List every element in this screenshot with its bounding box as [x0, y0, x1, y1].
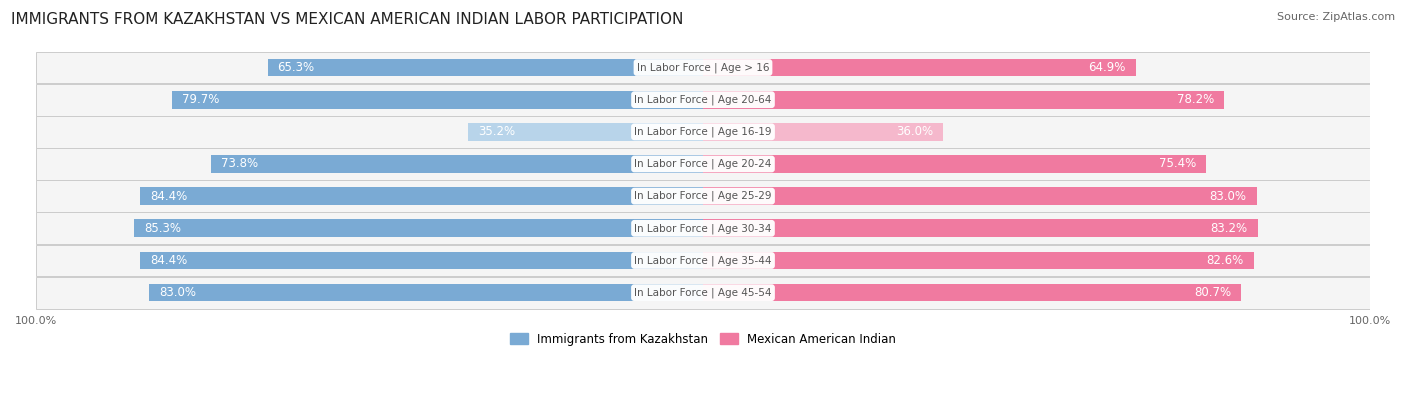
Bar: [37, 116, 1369, 148]
Text: 84.4%: 84.4%: [150, 190, 187, 203]
Text: 65.3%: 65.3%: [277, 61, 315, 74]
Text: In Labor Force | Age > 16: In Labor Force | Age > 16: [637, 62, 769, 73]
Bar: [37, 180, 1369, 212]
Bar: [37, 245, 1369, 276]
Bar: [703, 252, 1254, 269]
Bar: [37, 213, 1369, 244]
Bar: [267, 59, 703, 76]
Bar: [211, 155, 703, 173]
Text: In Labor Force | Age 30-34: In Labor Force | Age 30-34: [634, 223, 772, 233]
Bar: [703, 155, 1206, 173]
Text: In Labor Force | Age 25-29: In Labor Force | Age 25-29: [634, 191, 772, 201]
Bar: [703, 91, 1225, 109]
Text: 73.8%: 73.8%: [221, 158, 257, 171]
Text: 83.0%: 83.0%: [159, 286, 197, 299]
Bar: [141, 187, 703, 205]
Text: 84.4%: 84.4%: [150, 254, 187, 267]
Bar: [37, 52, 1369, 83]
Bar: [703, 59, 1136, 76]
Bar: [134, 220, 703, 237]
Text: 36.0%: 36.0%: [896, 125, 934, 138]
Bar: [149, 284, 703, 301]
Text: Source: ZipAtlas.com: Source: ZipAtlas.com: [1277, 12, 1395, 22]
Text: IMMIGRANTS FROM KAZAKHSTAN VS MEXICAN AMERICAN INDIAN LABOR PARTICIPATION: IMMIGRANTS FROM KAZAKHSTAN VS MEXICAN AM…: [11, 12, 683, 27]
Text: 75.4%: 75.4%: [1159, 158, 1197, 171]
Text: In Labor Force | Age 20-24: In Labor Force | Age 20-24: [634, 159, 772, 169]
Text: 35.2%: 35.2%: [478, 125, 516, 138]
Bar: [37, 277, 1369, 308]
Text: In Labor Force | Age 45-54: In Labor Force | Age 45-54: [634, 288, 772, 298]
Bar: [37, 148, 1369, 180]
Text: 82.6%: 82.6%: [1206, 254, 1244, 267]
Text: In Labor Force | Age 20-64: In Labor Force | Age 20-64: [634, 94, 772, 105]
Bar: [703, 187, 1257, 205]
Legend: Immigrants from Kazakhstan, Mexican American Indian: Immigrants from Kazakhstan, Mexican Amer…: [505, 328, 901, 350]
Bar: [468, 123, 703, 141]
Text: 85.3%: 85.3%: [145, 222, 181, 235]
Bar: [703, 123, 943, 141]
Text: 83.2%: 83.2%: [1211, 222, 1249, 235]
Text: 83.0%: 83.0%: [1209, 190, 1247, 203]
Bar: [703, 220, 1258, 237]
Bar: [37, 84, 1369, 116]
Bar: [172, 91, 703, 109]
Text: 64.9%: 64.9%: [1088, 61, 1126, 74]
Text: 79.7%: 79.7%: [181, 93, 219, 106]
Text: 78.2%: 78.2%: [1177, 93, 1215, 106]
Text: In Labor Force | Age 35-44: In Labor Force | Age 35-44: [634, 255, 772, 266]
Bar: [141, 252, 703, 269]
Text: In Labor Force | Age 16-19: In Labor Force | Age 16-19: [634, 126, 772, 137]
Text: 80.7%: 80.7%: [1194, 286, 1232, 299]
Bar: [703, 284, 1241, 301]
